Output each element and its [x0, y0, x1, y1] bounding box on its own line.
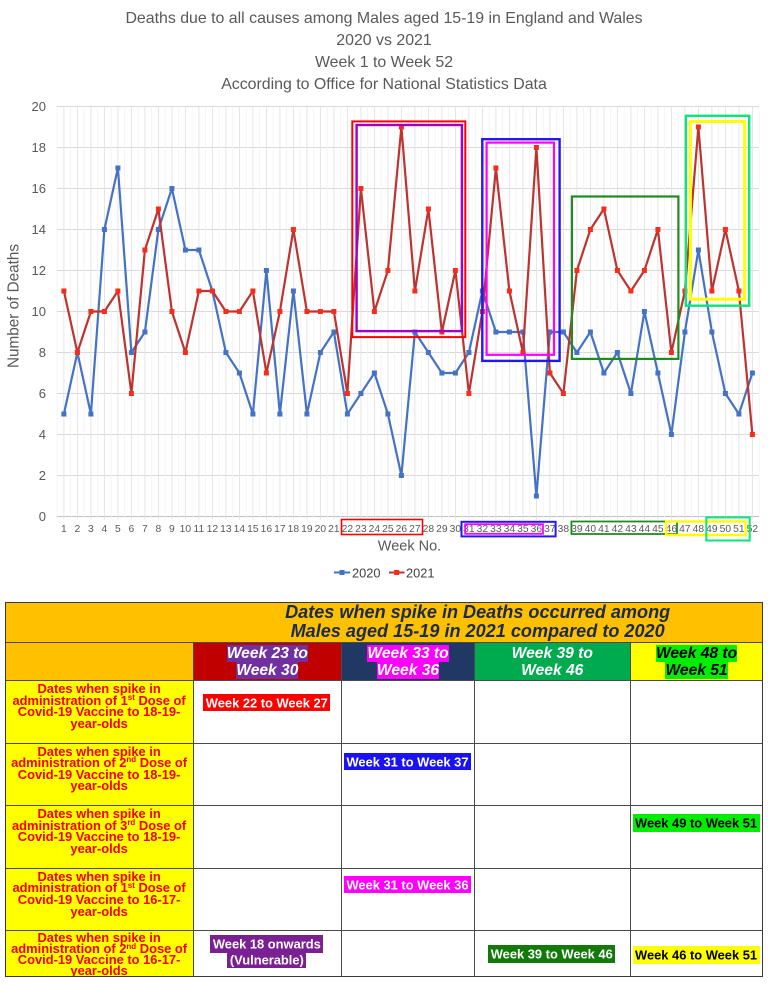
svg-text:2020 vs 2021: 2020 vs 2021 — [336, 32, 432, 49]
svg-text:According to Office for Nation: According to Office for National Statist… — [221, 76, 547, 93]
svg-text:40: 40 — [585, 524, 597, 535]
svg-text:5: 5 — [115, 524, 121, 535]
svg-text:20: 20 — [32, 99, 46, 114]
svg-text:8: 8 — [39, 345, 46, 360]
svg-text:21: 21 — [328, 524, 340, 535]
svg-text:12: 12 — [207, 524, 219, 535]
svg-text:27: 27 — [409, 524, 421, 535]
svg-text:18: 18 — [32, 140, 46, 155]
svg-text:23: 23 — [355, 524, 367, 535]
svg-text:25: 25 — [382, 524, 394, 535]
svg-text:2: 2 — [39, 468, 46, 483]
svg-text:36: 36 — [531, 524, 543, 535]
svg-text:10: 10 — [32, 304, 46, 319]
svg-text:8: 8 — [156, 524, 162, 535]
svg-text:15: 15 — [247, 524, 259, 535]
svg-text:14: 14 — [234, 524, 246, 535]
svg-text:34: 34 — [504, 524, 516, 535]
svg-text:6: 6 — [39, 386, 46, 401]
svg-text:2: 2 — [75, 524, 81, 535]
svg-text:12: 12 — [32, 263, 46, 278]
svg-text:16: 16 — [32, 181, 46, 196]
svg-text:19: 19 — [301, 524, 313, 535]
svg-text:18: 18 — [288, 524, 300, 535]
svg-text:10: 10 — [180, 524, 192, 535]
svg-text:14: 14 — [32, 222, 46, 237]
svg-text:38: 38 — [558, 524, 570, 535]
svg-text:51: 51 — [733, 524, 745, 535]
svg-text:22: 22 — [342, 524, 354, 535]
svg-text:9: 9 — [169, 524, 175, 535]
svg-text:39: 39 — [571, 524, 583, 535]
svg-text:30: 30 — [450, 524, 462, 535]
svg-text:29: 29 — [436, 524, 448, 535]
svg-text:42: 42 — [612, 524, 624, 535]
svg-text:28: 28 — [423, 524, 435, 535]
svg-text:46: 46 — [666, 524, 678, 535]
svg-text:41: 41 — [598, 524, 610, 535]
svg-text:20: 20 — [315, 524, 327, 535]
svg-text:50: 50 — [720, 524, 732, 535]
svg-text:24: 24 — [369, 524, 381, 535]
svg-text:3: 3 — [88, 524, 94, 535]
svg-text:45: 45 — [652, 524, 664, 535]
svg-text:Week 1 to Week 52: Week 1 to Week 52 — [315, 54, 453, 71]
svg-text:49: 49 — [706, 524, 718, 535]
svg-text:17: 17 — [274, 524, 286, 535]
svg-text:44: 44 — [639, 524, 651, 535]
svg-text:33: 33 — [490, 524, 502, 535]
svg-text:4: 4 — [39, 427, 46, 442]
svg-text:Deaths due to all causes among: Deaths due to all causes among Males age… — [125, 10, 642, 27]
svg-text:16: 16 — [261, 524, 273, 535]
svg-text:4: 4 — [102, 524, 108, 535]
svg-text:37: 37 — [544, 524, 556, 535]
svg-text:0: 0 — [39, 509, 46, 524]
svg-text:32: 32 — [477, 524, 489, 535]
svg-text:52: 52 — [747, 524, 759, 535]
svg-text:Week No.: Week No. — [378, 539, 441, 555]
svg-text:6: 6 — [129, 524, 135, 535]
svg-text:1: 1 — [61, 524, 67, 535]
svg-text:13: 13 — [220, 524, 232, 535]
svg-text:2020: 2020 — [352, 566, 380, 581]
svg-text:26: 26 — [396, 524, 408, 535]
svg-text:2021: 2021 — [406, 566, 434, 581]
svg-text:11: 11 — [194, 524, 205, 535]
svg-text:47: 47 — [679, 524, 691, 535]
svg-text:31: 31 — [463, 524, 475, 535]
svg-text:7: 7 — [142, 524, 148, 535]
svg-text:Number of Deaths: Number of Deaths — [5, 244, 22, 368]
svg-text:48: 48 — [693, 524, 705, 535]
svg-text:35: 35 — [517, 524, 529, 535]
svg-text:43: 43 — [625, 524, 637, 535]
